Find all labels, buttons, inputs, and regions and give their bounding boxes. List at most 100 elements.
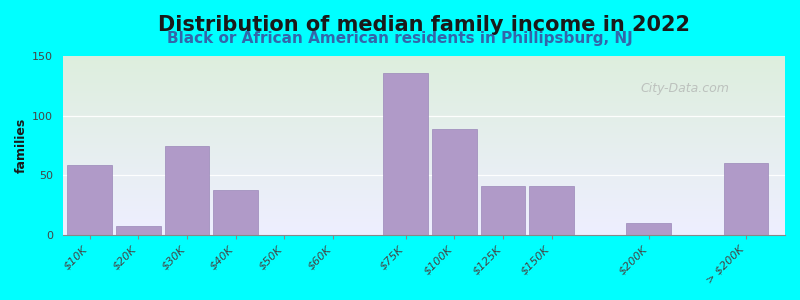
Bar (63, 137, 785, 138)
Bar (63, 87, 785, 88)
Bar (63, 94, 785, 95)
Bar (63, 85, 785, 86)
Bar (63, 60, 785, 61)
Bar (63, 211, 785, 212)
Bar (63, 65, 785, 66)
Bar (63, 232, 785, 233)
Bar (63, 162, 785, 163)
Bar (63, 219, 785, 220)
Bar (63, 231, 785, 232)
Bar (63, 123, 785, 124)
Bar (63, 85, 785, 86)
Bar (63, 100, 785, 101)
Bar (63, 168, 785, 169)
Bar (63, 126, 785, 127)
Bar (63, 118, 785, 119)
Bar (63, 204, 785, 205)
Bar (63, 69, 785, 70)
Bar (63, 181, 785, 182)
Bar (63, 104, 785, 105)
Bar (63, 153, 785, 154)
Bar (63, 215, 785, 216)
Bar (63, 61, 785, 62)
Bar (63, 76, 785, 77)
Bar (63, 62, 785, 63)
Bar (63, 174, 785, 175)
Bar (63, 149, 785, 150)
Bar (63, 217, 785, 218)
Bar (63, 207, 785, 208)
Bar (63, 73, 785, 74)
Bar (63, 66, 785, 67)
Bar (63, 83, 785, 84)
Bar (63, 81, 785, 82)
Bar (63, 139, 785, 140)
Bar (63, 100, 785, 101)
Bar (63, 93, 785, 94)
Bar (63, 148, 785, 149)
Bar (63, 71, 785, 72)
Bar (63, 165, 785, 166)
Bar (63, 194, 785, 195)
Bar (63, 205, 785, 206)
Bar (63, 80, 785, 81)
Bar (63, 89, 785, 90)
Bar (432, 129, 477, 235)
Bar (63, 151, 785, 152)
Bar (63, 203, 785, 204)
Bar (63, 190, 785, 191)
Bar (63, 103, 785, 104)
Bar (63, 110, 785, 111)
Bar (63, 177, 785, 178)
Bar (63, 212, 785, 213)
Bar (63, 152, 785, 153)
Bar (63, 127, 785, 128)
Bar (63, 150, 785, 151)
Bar (63, 210, 785, 211)
Bar (63, 222, 785, 223)
Bar (63, 97, 785, 98)
Bar (63, 129, 785, 130)
Bar (63, 136, 785, 137)
Bar (63, 159, 785, 160)
Bar (63, 147, 785, 148)
Bar (63, 225, 785, 226)
Bar (63, 107, 785, 108)
Bar (63, 166, 785, 167)
Bar (63, 68, 785, 69)
Bar (63, 132, 785, 133)
Text: City-Data.com: City-Data.com (641, 82, 730, 94)
Bar (213, 190, 258, 235)
Bar (63, 72, 785, 73)
Bar (63, 192, 785, 193)
Bar (481, 186, 526, 235)
Bar (63, 56, 785, 57)
Bar (63, 143, 785, 144)
Bar (63, 131, 785, 132)
Bar (63, 108, 785, 109)
Bar (63, 106, 785, 107)
Bar (63, 191, 785, 192)
Bar (63, 216, 785, 217)
Title: Distribution of median family income in 2022: Distribution of median family income in … (158, 15, 690, 35)
Bar (63, 78, 785, 79)
Bar (63, 138, 785, 139)
Bar (63, 111, 785, 112)
Text: Black or African American residents in Phillipsburg, NJ: Black or African American residents in P… (167, 32, 633, 46)
Bar (63, 105, 785, 106)
Bar (63, 221, 785, 222)
Bar (63, 70, 785, 71)
Bar (63, 184, 785, 185)
Bar (63, 202, 785, 203)
Bar (63, 183, 785, 184)
Bar (63, 98, 785, 99)
Bar (63, 67, 785, 68)
Bar (63, 178, 785, 179)
Bar (63, 116, 785, 117)
Bar (63, 122, 785, 123)
Bar (63, 102, 785, 103)
Bar (63, 144, 785, 145)
Bar (63, 134, 785, 135)
Bar (63, 180, 785, 181)
Bar (63, 228, 785, 229)
